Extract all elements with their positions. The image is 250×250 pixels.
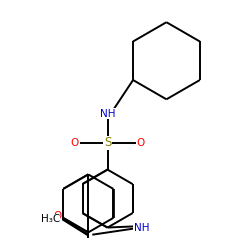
- Text: NH: NH: [100, 109, 116, 119]
- Text: O: O: [136, 138, 144, 148]
- Text: H₃C: H₃C: [41, 214, 60, 224]
- Text: S: S: [104, 136, 111, 149]
- Text: O: O: [54, 211, 62, 221]
- Text: O: O: [71, 138, 79, 148]
- Text: NH: NH: [134, 222, 149, 232]
